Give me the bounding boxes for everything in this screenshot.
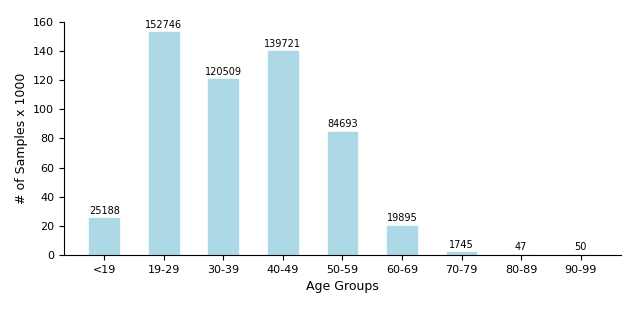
Text: 84693: 84693: [327, 119, 358, 129]
Text: 47: 47: [515, 242, 527, 252]
Text: 139721: 139721: [264, 39, 301, 49]
Text: 1745: 1745: [449, 240, 474, 250]
Bar: [90, 218, 119, 255]
Text: 152746: 152746: [145, 20, 182, 30]
Text: 120509: 120509: [205, 67, 242, 77]
Text: 25188: 25188: [89, 206, 120, 216]
Bar: [387, 226, 417, 255]
X-axis label: Age Groups: Age Groups: [306, 280, 379, 293]
Bar: [328, 132, 357, 255]
Bar: [209, 79, 238, 255]
Text: 19895: 19895: [387, 213, 417, 223]
Bar: [149, 32, 179, 255]
Bar: [268, 51, 298, 255]
Text: 50: 50: [575, 242, 587, 252]
Y-axis label: # of Samples x 1000: # of Samples x 1000: [15, 73, 28, 204]
Bar: [447, 253, 476, 255]
